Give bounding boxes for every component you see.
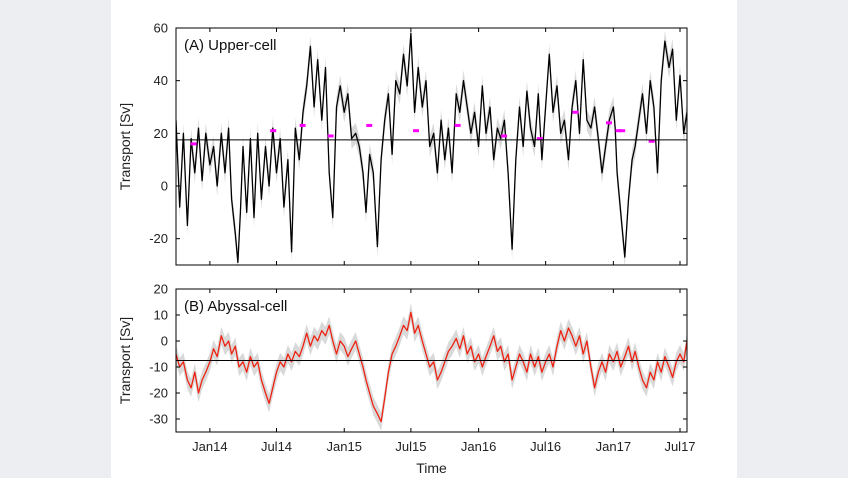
x-tick-label: Jan15 bbox=[327, 439, 362, 454]
upper-y-tick-label: 0 bbox=[161, 179, 168, 194]
upper-y-tick-label: 40 bbox=[154, 73, 168, 88]
upper-y-tick-label: -20 bbox=[149, 231, 168, 246]
x-tick-label: Jan14 bbox=[192, 439, 227, 454]
abyssal-y-tick-label: 0 bbox=[161, 334, 168, 349]
abyssal-y-tick-label: -20 bbox=[149, 386, 168, 401]
abyssal-cell-panel: -30 -20 -10 0 10 20 Jan14 Jul14 Jan15 Jul15 Jan16 J… bbox=[117, 282, 696, 455]
upper-y-tick-label: 60 bbox=[154, 21, 168, 36]
x-tick-label: Jul15 bbox=[395, 439, 426, 454]
abyssal-plot-area bbox=[176, 303, 687, 431]
abyssal-y-tick-label: 20 bbox=[154, 282, 168, 297]
x-axis-title: Time bbox=[416, 460, 447, 476]
abyssal-axes-frame bbox=[175, 288, 688, 433]
abyssal-panel-label: (B) Abyssal-cell bbox=[184, 298, 287, 315]
figure-panel: -20 0 20 40 60 Transport [Sv] (A) Upper-cell -… bbox=[111, 0, 737, 478]
x-tick-label: Jan17 bbox=[596, 439, 631, 454]
upper-panel-label: (A) Upper-cell bbox=[184, 37, 277, 54]
abyssal-y-tick-label: 10 bbox=[154, 308, 168, 323]
abyssal-y-tick-label: -10 bbox=[149, 360, 168, 375]
upper-cell-panel: -20 0 20 40 60 Transport [Sv] (A) Upper-cell bbox=[117, 21, 688, 266]
abyssal-y-axis-title: Transport [Sv] bbox=[117, 317, 133, 404]
x-tick-label: Jul16 bbox=[530, 439, 561, 454]
upper-y-axis-title: Transport [Sv] bbox=[117, 103, 133, 190]
upper-axes-frame bbox=[175, 27, 688, 266]
abyssal-uncertainty-band bbox=[176, 303, 687, 431]
chart-figure: -20 0 20 40 60 Transport [Sv] (A) Upper-cell -… bbox=[117, 21, 696, 477]
upper-y-tick-label: 20 bbox=[154, 126, 168, 141]
x-tick-label: Jan16 bbox=[461, 439, 496, 454]
upper-uncertainty-band bbox=[176, 28, 687, 265]
upper-plot-area bbox=[176, 28, 687, 265]
x-tick-label: Jul17 bbox=[664, 439, 695, 454]
abyssal-y-tick-label: -30 bbox=[149, 412, 168, 427]
x-tick-label: Jul14 bbox=[261, 439, 292, 454]
abyssal-transport-series-line bbox=[176, 311, 687, 423]
